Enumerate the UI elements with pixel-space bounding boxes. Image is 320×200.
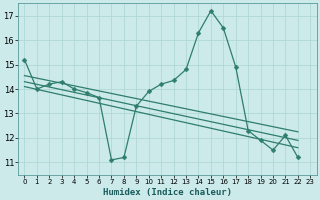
X-axis label: Humidex (Indice chaleur): Humidex (Indice chaleur) [103,188,232,197]
